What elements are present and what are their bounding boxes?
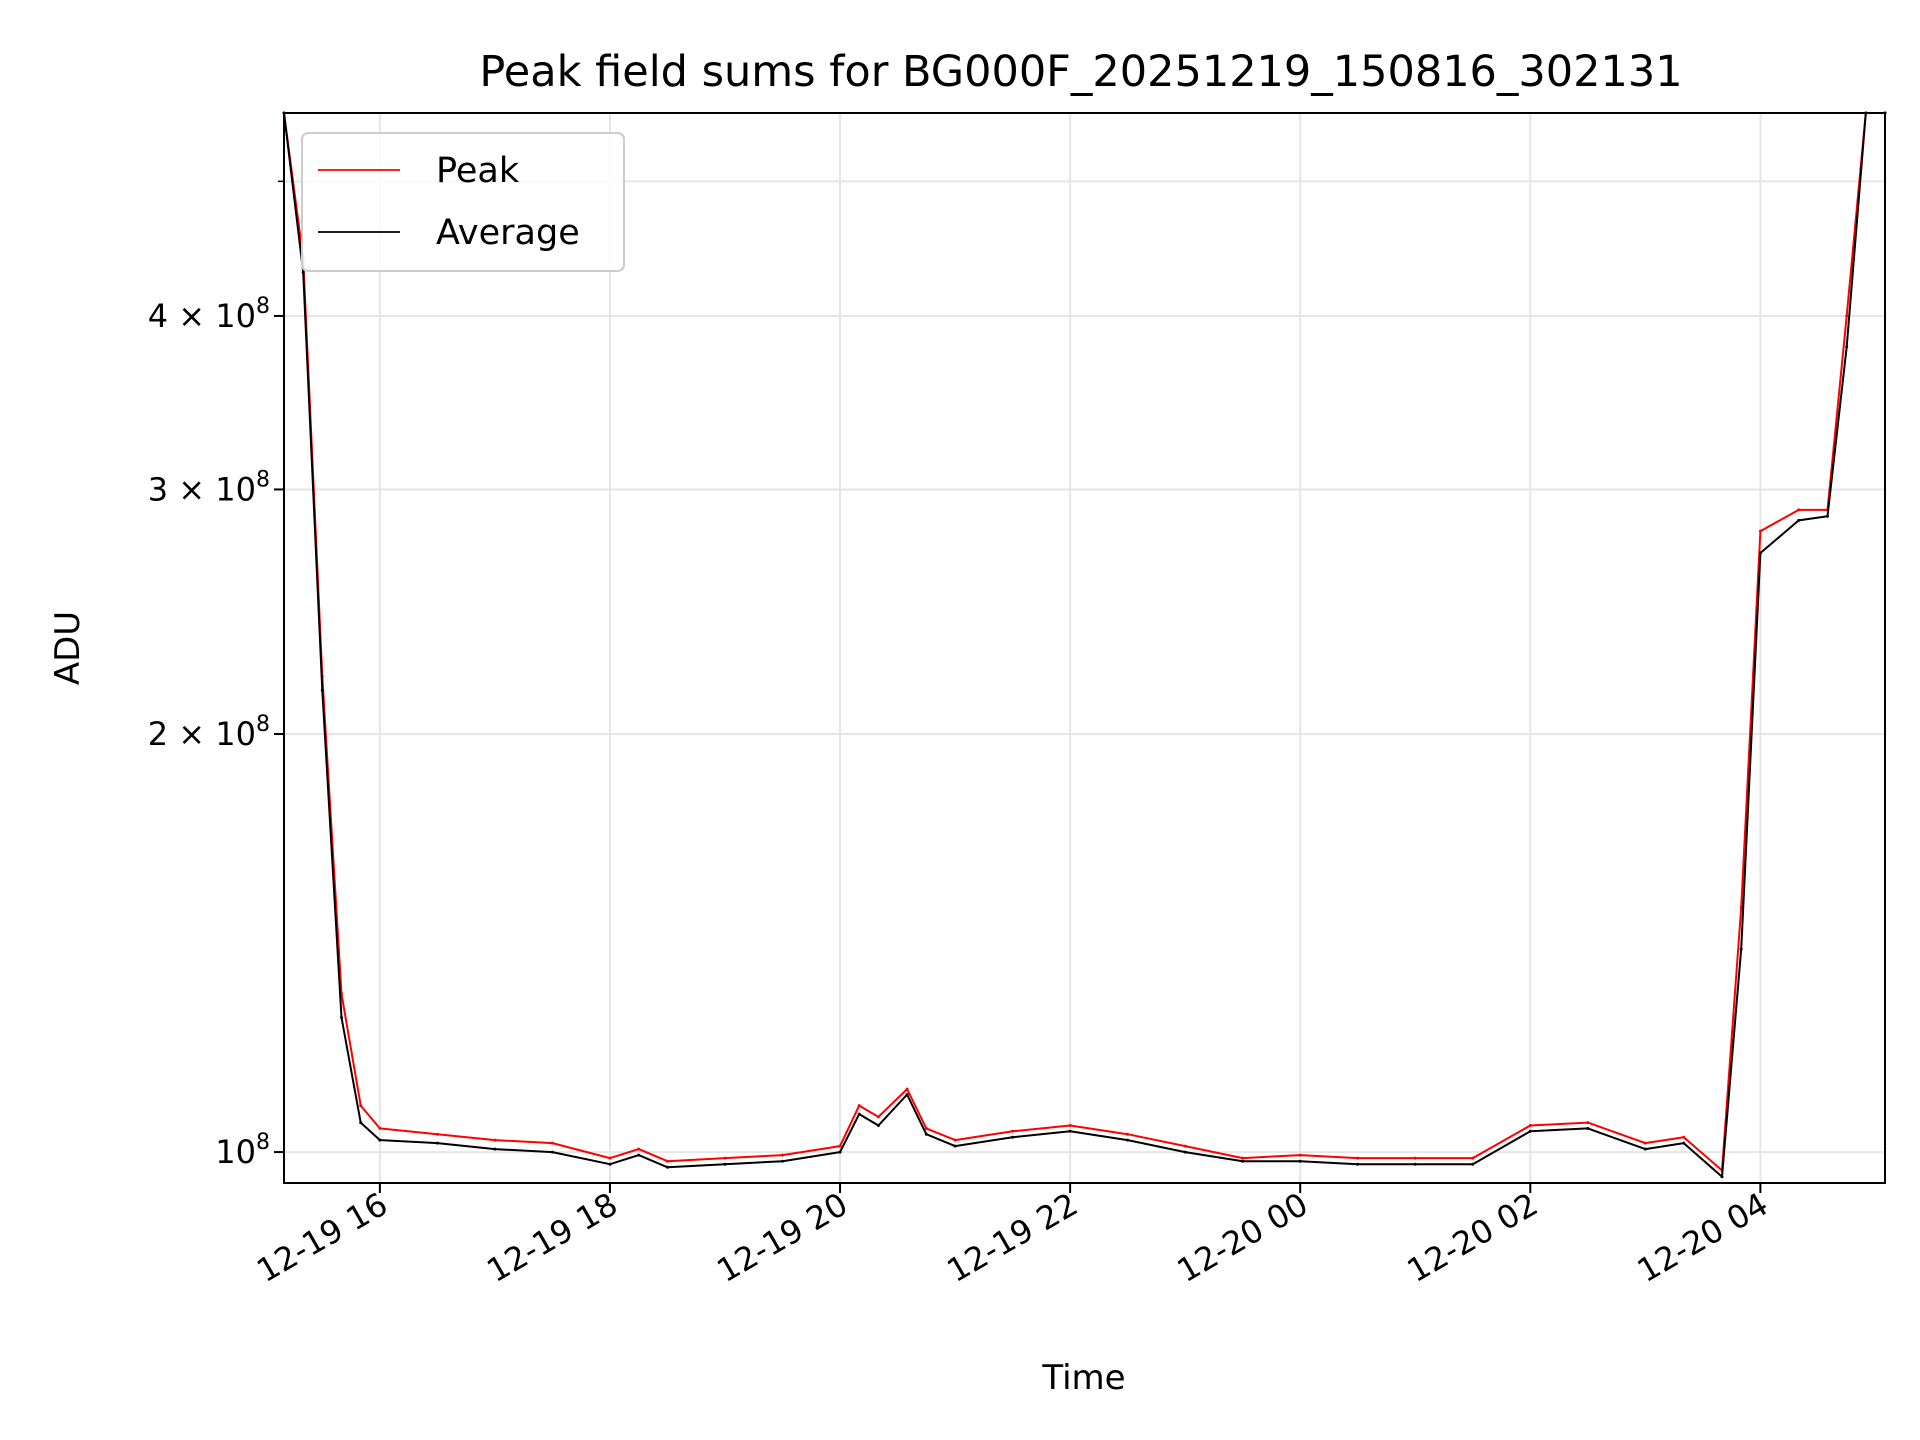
y-axis-title: ADU	[48, 611, 88, 685]
data-point	[1845, 314, 1849, 318]
data-point	[1011, 1135, 1015, 1139]
data-point	[857, 1112, 861, 1116]
data-point	[1797, 508, 1801, 512]
x-axis-title: Time	[1041, 1358, 1125, 1398]
plot-frame	[283, 112, 1886, 1184]
data-point	[359, 1121, 363, 1125]
plot-area	[282, 111, 1887, 1184]
data-point	[1011, 1129, 1015, 1133]
data-point	[493, 1147, 497, 1151]
data-point	[1586, 1121, 1590, 1125]
data-point	[1643, 1141, 1647, 1145]
data-point	[924, 1132, 928, 1136]
data-point	[340, 1016, 343, 1019]
data-point	[723, 1156, 727, 1160]
data-point	[1682, 1135, 1686, 1139]
data-point	[1068, 1124, 1072, 1127]
data-point	[550, 1141, 554, 1145]
data-point	[924, 1126, 928, 1130]
legend: Peak Average	[301, 132, 625, 272]
data-point	[1298, 1153, 1302, 1157]
data-point	[1298, 1159, 1302, 1163]
data-point	[378, 1126, 382, 1130]
data-point	[1183, 1150, 1187, 1154]
data-point	[857, 1104, 861, 1108]
y-tick-base: 4 × 10	[148, 297, 256, 335]
data-point	[608, 1156, 612, 1160]
data-point	[359, 1104, 363, 1108]
data-point	[1471, 1156, 1475, 1160]
data-point	[1356, 1156, 1360, 1160]
y-tick-label: 2 × 108	[148, 712, 270, 753]
data-point	[320, 688, 324, 692]
data-point	[905, 1093, 909, 1097]
data-point	[1826, 514, 1829, 518]
data-point	[1720, 1175, 1724, 1179]
data-point	[723, 1162, 727, 1166]
data-point	[1126, 1138, 1130, 1142]
data-point	[953, 1144, 957, 1148]
data-point	[301, 270, 305, 274]
data-point	[1528, 1124, 1532, 1127]
data-point	[1682, 1141, 1686, 1145]
y-tick-exponent: 8	[256, 467, 270, 492]
data-point	[1797, 518, 1801, 522]
data-point	[1413, 1162, 1417, 1166]
data-point	[781, 1153, 784, 1157]
data-point	[1528, 1129, 1532, 1133]
data-point	[435, 1141, 439, 1145]
data-point	[1739, 906, 1743, 909]
legend-box	[301, 132, 625, 272]
legend-label-peak: Peak	[436, 151, 520, 191]
data-point	[876, 1115, 880, 1119]
y-tick-exponent: 8	[256, 1130, 270, 1155]
data-point	[1471, 1162, 1475, 1166]
data-point	[1241, 1159, 1245, 1163]
data-point	[838, 1144, 842, 1148]
data-point	[838, 1150, 842, 1154]
data-point	[905, 1087, 909, 1091]
y-tick-base: 10	[215, 1133, 256, 1171]
data-point	[1758, 529, 1762, 533]
y-tick-label: 4 × 108	[148, 294, 270, 335]
data-point	[1241, 1156, 1245, 1160]
data-point	[1758, 551, 1762, 555]
data-point	[637, 1147, 641, 1151]
y-tick-base: 3 × 10	[148, 470, 256, 508]
plot-background	[284, 113, 1885, 1183]
data-point	[781, 1159, 784, 1163]
data-point	[1068, 1129, 1072, 1133]
series-average	[282, 111, 1887, 1179]
data-point	[1739, 947, 1743, 951]
data-point	[637, 1153, 641, 1157]
legend-label-average: Average	[436, 213, 580, 253]
data-point	[1413, 1156, 1417, 1160]
data-point	[876, 1124, 880, 1127]
series-layer	[282, 111, 1887, 1179]
y-tick-exponent: 8	[256, 294, 270, 319]
data-point	[666, 1159, 669, 1163]
data-point	[493, 1138, 497, 1142]
y-tick-base: 2 × 10	[148, 715, 256, 753]
chart-title: Peak field sums for BG000F_20251219_1508…	[479, 47, 1682, 97]
data-point	[1845, 345, 1849, 349]
data-point	[435, 1132, 439, 1136]
data-point	[1356, 1162, 1360, 1166]
data-point	[1126, 1132, 1130, 1136]
y-tick-exponent: 8	[256, 712, 270, 737]
data-point	[1586, 1126, 1590, 1130]
data-point	[1183, 1144, 1187, 1148]
data-point	[378, 1138, 382, 1142]
data-point	[666, 1165, 669, 1169]
data-point	[550, 1150, 554, 1154]
data-point	[953, 1138, 957, 1142]
data-point	[1643, 1147, 1647, 1151]
y-tick-label: 108	[215, 1130, 270, 1171]
y-tick-label: 3 × 108	[148, 467, 270, 508]
data-point	[608, 1162, 612, 1166]
